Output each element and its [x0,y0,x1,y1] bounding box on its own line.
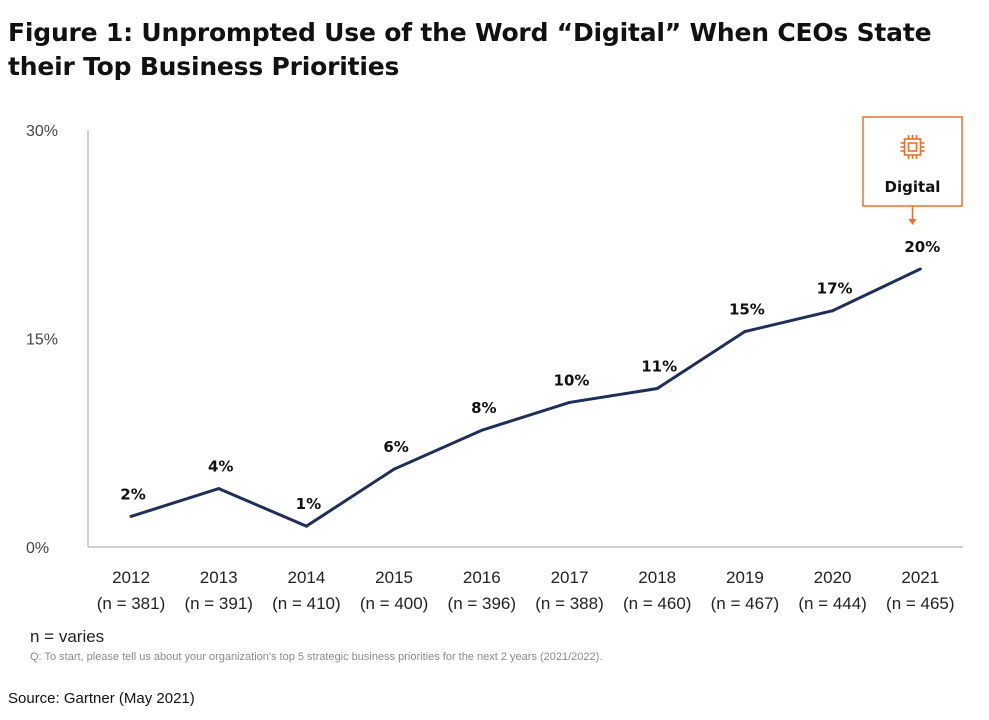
y-tick-label: 30% [26,123,58,140]
data-labels: 2% 4% 1% 6% 8% 10% 11% 15% 17% 20% [120,238,940,513]
x-tick-label: 2015 [375,568,413,587]
callout-box [862,116,963,207]
data-label: 10% [554,371,590,389]
data-label: 2% [120,485,145,503]
x-tick-label: 2021 [901,568,939,587]
sample-size-label: (n = 400) [360,594,429,613]
chart-title: Figure 1: Unprompted Use of the Word “Di… [8,18,932,81]
data-label: 11% [641,358,677,376]
sample-size-label: (n = 444) [798,594,867,613]
data-point [392,467,396,471]
sample-size-label: (n = 467) [711,594,780,613]
x-tick-label: 2013 [200,568,238,587]
digital-callout: Digital [862,116,963,225]
sample-size-label: (n = 465) [886,594,955,613]
x-axis: 2012 (n = 381) 2013 (n = 391) 2014 (n = 410) 2… [88,546,963,613]
y-tick-label: 0% [26,540,49,557]
sample-size-label: (n = 388) [535,594,604,613]
data-label: 8% [471,399,496,417]
data-label: 17% [817,280,853,298]
chip-core [907,142,918,152]
data-point [480,428,484,432]
source-note: Source: Gartner (May 2021) [8,690,195,707]
data-point [217,487,221,491]
x-tick-label: 2016 [463,568,501,587]
callout-arrow-head [908,219,917,225]
sample-size-label: (n = 381) [97,594,166,613]
data-point [568,400,571,404]
callout-label: Digital [885,178,941,196]
chip-icon [900,135,925,159]
data-point [743,330,747,334]
data-point [129,514,133,518]
x-tick-label: 2012 [112,568,150,587]
data-label: 1% [296,495,321,513]
data-point [831,309,835,313]
data-point [655,387,659,391]
y-axis: 0% 15% 30% [26,123,89,557]
data-point [918,267,922,271]
sample-size-label: (n = 396) [448,594,517,613]
series-line [130,267,921,528]
x-tick-label: 2018 [638,568,676,587]
series-digital [129,267,922,528]
data-point [304,524,308,528]
sample-size-label: (n = 460) [623,594,692,613]
x-tick-label: 2017 [551,568,589,587]
sample-size-label: (n = 410) [272,594,341,613]
data-label: 6% [383,438,408,456]
data-label: 20% [904,238,940,256]
x-tick-label: 2014 [287,568,325,587]
sample-size-note: n = varies [30,627,105,646]
y-tick-label: 15% [26,332,58,349]
sample-size-label: (n = 391) [184,594,253,613]
data-label: 4% [208,458,233,476]
x-tick-label: 2020 [814,568,852,587]
data-label: 15% [729,301,765,319]
x-tick-label: 2019 [726,568,764,587]
survey-question: Q: To start, please tell us about your o… [30,651,603,663]
